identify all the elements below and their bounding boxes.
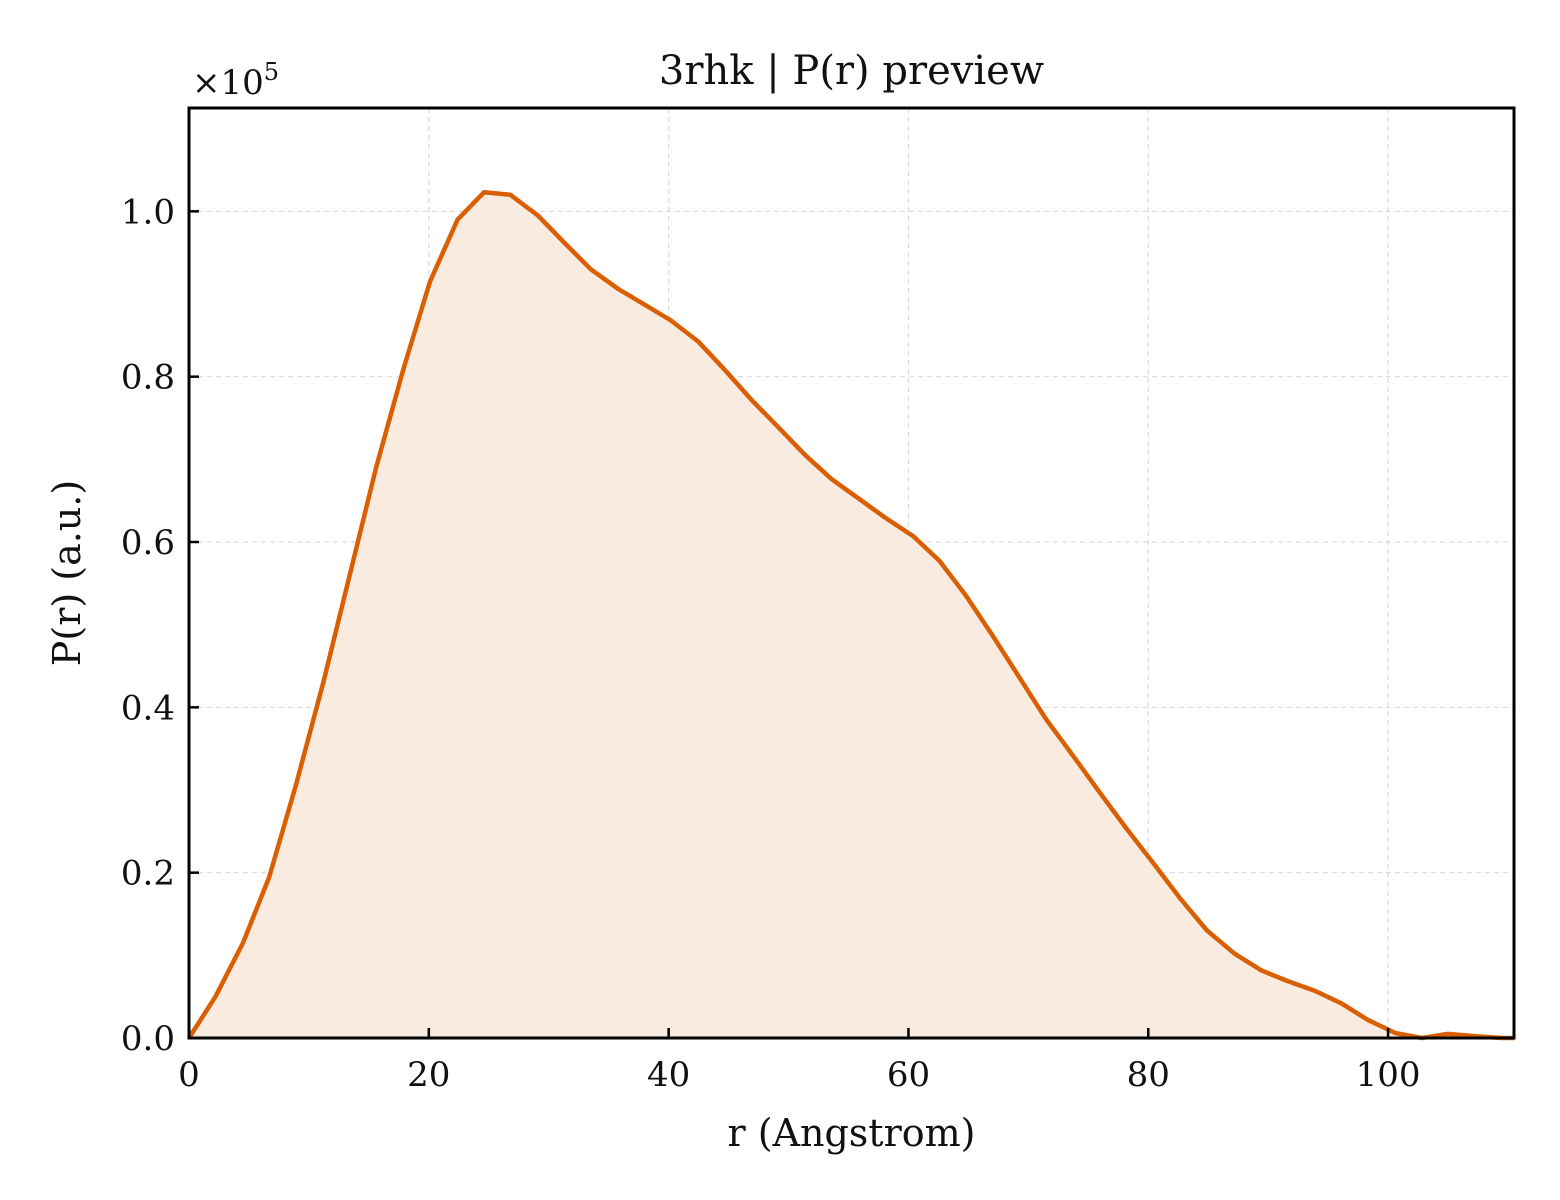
y-tick-label: 0.8 xyxy=(121,358,175,398)
pr-area-fill xyxy=(189,192,1514,1039)
chart-title: 3rhk | P(r) preview xyxy=(659,48,1044,94)
x-tick-label: 60 xyxy=(887,1055,930,1095)
x-tick-label: 100 xyxy=(1356,1055,1421,1095)
y-tick-label: 0.0 xyxy=(121,1019,175,1059)
x-tick-label: 20 xyxy=(407,1055,450,1095)
y-tick-label: 0.6 xyxy=(121,523,175,563)
y-tick-label: 0.4 xyxy=(121,688,175,728)
x-tick-label: 80 xyxy=(1127,1055,1170,1095)
y-tick-label: 1.0 xyxy=(121,192,175,232)
y-multiplier-exponent: 5 xyxy=(264,58,279,86)
x-axis-title: r (Angstrom) xyxy=(728,1111,976,1155)
ticks: 0 20 40 60 80 100 0.0 0.2 0.4 0.6 0.8 1.0 xyxy=(121,192,1421,1095)
y-multiplier-base: ×10 xyxy=(192,63,264,103)
y-axis-multiplier: ×105 xyxy=(192,58,279,103)
y-tick-label: 0.2 xyxy=(121,854,175,894)
plot-frame xyxy=(187,106,1516,1040)
pr-series-line xyxy=(187,190,1514,1041)
y-axis-title: P(r) (a.u.) xyxy=(45,480,89,666)
x-tick-label: 0 xyxy=(178,1055,200,1095)
x-tick-label: 40 xyxy=(647,1055,690,1095)
